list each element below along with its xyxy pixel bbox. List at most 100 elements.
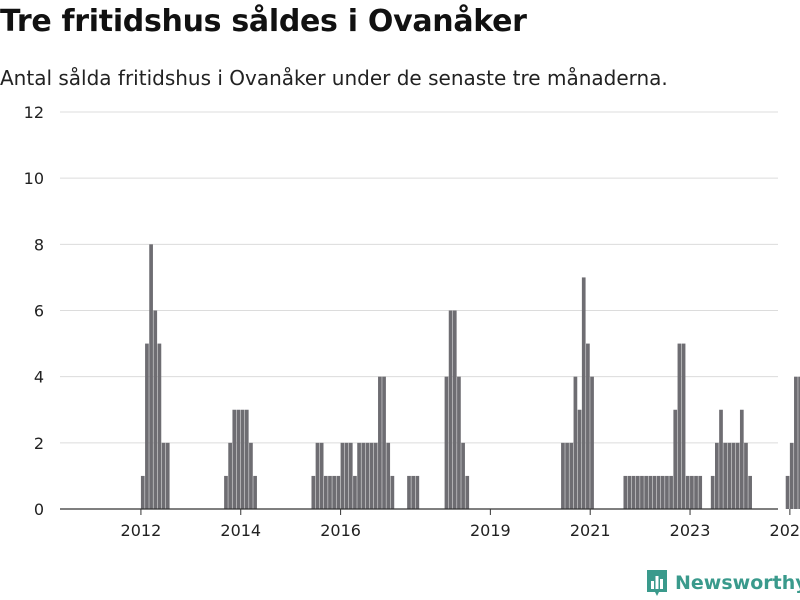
bar — [161, 442, 166, 509]
bar — [789, 442, 794, 509]
bar — [361, 442, 366, 509]
bar — [444, 376, 449, 509]
bar — [581, 277, 586, 509]
bar — [723, 442, 728, 509]
bar — [369, 442, 374, 509]
bar — [715, 442, 719, 509]
x-tick-label: 2012 — [121, 521, 162, 540]
bar — [735, 442, 740, 509]
bar — [249, 442, 253, 509]
bar — [140, 475, 145, 509]
chart-title: Tre fritidshus såldes i Ovanåker — [0, 4, 527, 39]
bar — [635, 475, 640, 509]
bar — [623, 475, 628, 509]
bar — [348, 442, 353, 509]
bar — [145, 343, 149, 509]
bar — [365, 442, 370, 509]
bar — [311, 475, 316, 509]
bar — [411, 475, 416, 509]
bar — [332, 475, 336, 509]
bar — [631, 475, 636, 509]
bar — [386, 442, 391, 509]
brand-name: Newsworthy — [675, 572, 800, 594]
brand-logo: Newsworthy — [645, 568, 800, 598]
bar-chart-logo-icon — [647, 570, 667, 596]
bar — [748, 475, 752, 509]
x-tick-label: 2019 — [470, 521, 511, 540]
bar — [660, 475, 665, 509]
y-tick-label: 12 — [24, 103, 44, 122]
bar — [685, 475, 690, 509]
y-tick-label: 10 — [24, 169, 44, 188]
bar-series — [140, 244, 800, 509]
bar — [382, 376, 386, 509]
bar — [165, 442, 170, 509]
bar — [340, 442, 345, 509]
bar — [224, 475, 228, 509]
bar — [157, 343, 162, 509]
bar — [681, 343, 686, 509]
y-tick-label: 2 — [34, 434, 44, 453]
bar — [727, 442, 732, 509]
bar — [644, 475, 648, 509]
bar-chart: 02468101232012201420162019202120232025 — [24, 103, 800, 540]
x-tick-label: 2021 — [570, 521, 611, 540]
bar — [669, 475, 673, 509]
bar — [236, 409, 241, 509]
bar — [648, 475, 653, 509]
y-tick-label: 4 — [34, 368, 44, 387]
bar — [569, 442, 574, 509]
bar — [457, 376, 461, 509]
bar — [561, 442, 565, 509]
bar — [719, 409, 723, 509]
x-tick-label: 2025 — [770, 521, 800, 540]
bar — [373, 442, 378, 509]
bar — [253, 475, 257, 509]
bar — [798, 376, 800, 509]
bar — [336, 475, 341, 509]
bar — [149, 244, 153, 509]
bar — [698, 475, 703, 509]
x-tick-label: 2023 — [670, 521, 711, 540]
y-tick-label: 8 — [34, 235, 44, 254]
bar — [573, 376, 578, 509]
bar — [448, 310, 453, 509]
bar — [465, 475, 470, 509]
bar — [328, 475, 332, 509]
bar — [244, 409, 249, 509]
bar — [665, 475, 669, 509]
bar — [240, 409, 245, 509]
bar — [153, 310, 158, 509]
bar — [565, 442, 569, 509]
bar — [323, 475, 328, 509]
axes: 02468101232012201420162019202120232025 — [24, 103, 800, 540]
bar — [319, 442, 324, 509]
y-tick-label: 6 — [34, 302, 44, 321]
bar — [731, 442, 736, 509]
bar — [378, 376, 382, 509]
bar — [357, 442, 361, 509]
bar — [652, 475, 657, 509]
bar — [694, 475, 698, 509]
bar — [344, 442, 349, 509]
x-tick-label: 2014 — [220, 521, 261, 540]
bar — [677, 343, 682, 509]
bar — [390, 475, 395, 509]
bar — [744, 442, 748, 509]
bar — [656, 475, 661, 509]
x-tick-label: 2016 — [320, 521, 361, 540]
bar — [232, 409, 237, 509]
bar — [577, 409, 582, 509]
bar — [407, 475, 411, 509]
bar — [627, 475, 632, 509]
bar — [785, 475, 790, 509]
bar — [228, 442, 232, 509]
bar — [590, 376, 594, 509]
bar — [794, 376, 798, 509]
bar — [415, 475, 420, 509]
chart-subtitle: Antal sålda fritidshus i Ovanåker under … — [0, 66, 668, 90]
bar — [739, 409, 744, 509]
bar — [452, 310, 457, 509]
bar — [586, 343, 590, 509]
bar — [710, 475, 715, 509]
